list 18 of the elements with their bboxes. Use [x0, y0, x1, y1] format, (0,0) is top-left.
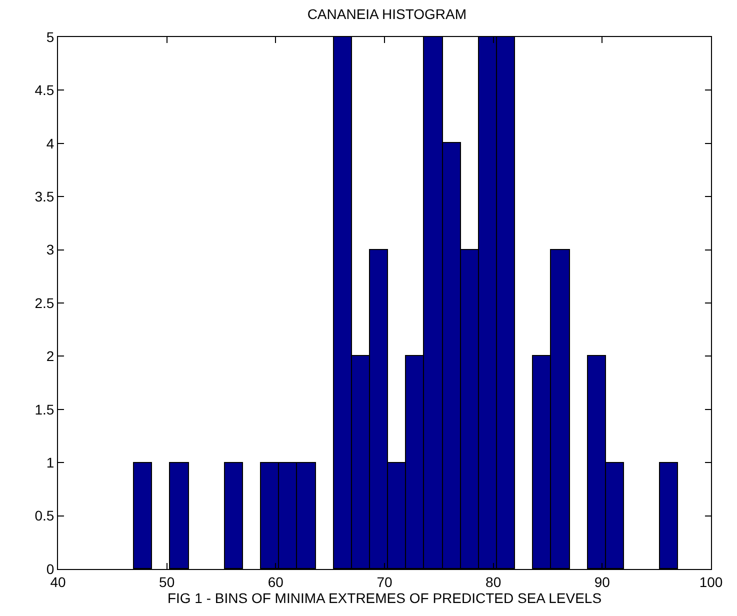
y-tick-label: 0.5 — [34, 508, 54, 524]
y-tick-label: 4.5 — [34, 82, 54, 98]
x-tick-label: 60 — [268, 574, 284, 590]
y-tick-label: 5 — [46, 28, 54, 45]
x-tick-label: 50 — [159, 574, 175, 590]
y-tick-label: 3 — [46, 242, 54, 258]
x-axis-title: FIG 1 - BINS OF MINIMA EXTREMES OF PREDICTED SEA LEVELS — [167, 590, 602, 606]
x-tick-label: 100 — [699, 574, 723, 590]
y-tick-label: 4 — [46, 135, 54, 152]
y-tick-label: 1.5 — [34, 401, 54, 418]
y-tick-label: 2.5 — [34, 294, 54, 311]
y-tick-label: 2 — [46, 348, 54, 364]
x-tick-label: 90 — [594, 574, 610, 590]
x-tick-label: 80 — [486, 574, 502, 590]
y-tick-label: 3.5 — [34, 188, 54, 204]
chart-title: CANANEIA HISTOGRAM — [307, 6, 467, 22]
x-tick-label: 70 — [376, 574, 392, 590]
y-tick-label: 1 — [46, 454, 54, 470]
